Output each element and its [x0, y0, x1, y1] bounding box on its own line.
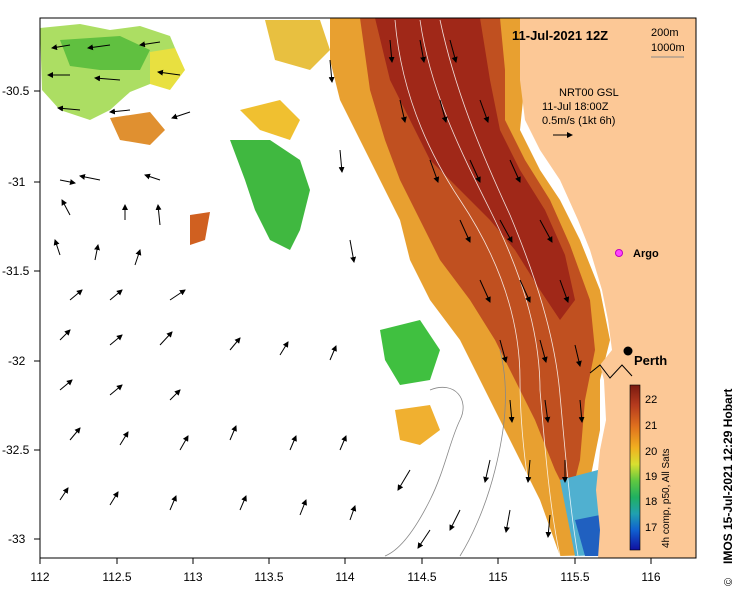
x-tick-label: 113	[183, 570, 202, 584]
x-tick-label: 112.5	[102, 570, 131, 584]
y-tick-label: -30.5	[2, 84, 30, 98]
colorbar-ticks: 22 21 20 19 18 17	[645, 394, 657, 534]
colorbar-tick-label: 22	[645, 394, 657, 406]
colorbar-tick-label: 21	[645, 420, 657, 432]
land-mass	[520, 18, 696, 558]
perth-coast-line	[589, 364, 633, 379]
perth-label: Perth	[634, 353, 667, 368]
sst-offshore-patches	[40, 20, 440, 445]
y-axis: -30.5 -31 -31.5 -32 -32.5 -33	[2, 84, 40, 546]
map-layers	[40, 18, 696, 558]
x-tick-label: 115	[488, 570, 507, 584]
colorbar-tick-label: 18	[645, 496, 657, 508]
colorbar-tick-label: 19	[645, 471, 657, 483]
copyright-icon: ©	[723, 578, 735, 586]
velocity-scale-label: 0.5m/s (1kt 6h)	[542, 115, 615, 127]
shelf-contour	[384, 349, 506, 557]
sst-coastal-band	[330, 18, 610, 556]
depth-200-label: 200m	[651, 27, 679, 39]
x-tick-label: 115.5	[560, 570, 589, 584]
velocity-time-label: 11-Jul 18:00Z	[542, 101, 609, 113]
y-tick-label: -33	[8, 532, 26, 546]
colorbar-tick-label: 20	[645, 446, 657, 458]
x-tick-label: 116	[641, 570, 660, 584]
y-tick-label: -31	[8, 175, 26, 189]
y-tick-label: -31.5	[2, 264, 30, 278]
argo-float-icon	[615, 249, 623, 257]
argo-label: Argo	[633, 248, 659, 260]
depth-1000-label: 1000m	[651, 42, 685, 54]
bathymetry-contours	[394, 19, 579, 557]
colorbar-tick-label: 17	[645, 522, 657, 534]
x-tick-label: 114.5	[407, 570, 436, 584]
current-vectors	[47, 39, 585, 549]
x-tick-label: 112	[30, 570, 49, 584]
colorbar	[629, 384, 641, 551]
colorbar-label: 4h comp, p50, All Sats	[661, 448, 672, 548]
x-tick-label: 114	[335, 570, 354, 584]
credit-text: IMOS 15-Jul-2021 12:29 Hobart	[721, 389, 735, 564]
perth-marker-icon	[623, 346, 633, 356]
x-tick-label: 113.5	[254, 570, 283, 584]
date-label: 11-Jul-2021 12Z	[512, 28, 608, 43]
y-tick-label: -32.5	[2, 443, 30, 457]
velocity-source-label: NRT00 GSL	[559, 87, 619, 99]
y-tick-label: -32	[8, 354, 26, 368]
plot-frame	[39, 17, 697, 559]
x-axis: 112 112.5 113 113.5 114 114.5 115 115.5 …	[30, 558, 661, 584]
